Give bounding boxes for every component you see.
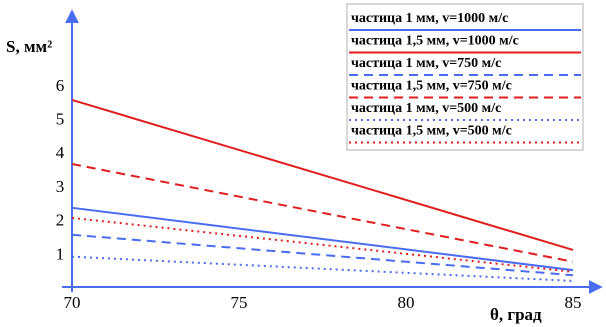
legend-label: частица 1 мм, v=1000 м/с [351,11,508,26]
series-line-6 [71,216,574,273]
x-tick-label: 85 [565,293,582,312]
x-tick-label: 75 [231,293,248,312]
x-tick-label: 70 [64,293,81,312]
legend: частица 1 мм, v=1000 м/с частица 1,5 мм, … [346,3,584,151]
y-tick-label: 5 [56,110,65,129]
series-line-3 [71,233,574,277]
legend-label: частица 1,5 мм, v=750 м/с [351,79,512,94]
x-tick-labels: 70 75 80 85 [64,293,582,312]
y-tick-label: 3 [56,177,65,196]
legend-box [346,3,584,151]
y-tick-label: 6 [56,76,65,95]
x-axis-label: θ, град [490,305,542,324]
y-tick-label: 1 [56,244,65,263]
y-tick-label: 2 [56,211,65,230]
y-axis-label: S, мм² [6,37,52,56]
series-line-1 [71,206,574,272]
legend-label: частица 1,5 мм, v=1000 м/с [351,34,519,49]
x-tick-label: 80 [398,293,415,312]
legend-label: частица 1 мм, v=500 м/с [351,101,501,116]
legend-label: частица 1 мм, v=750 м/с [351,56,501,71]
y-tick-label: 4 [56,143,65,162]
series-line-4 [71,163,574,263]
y-tick-labels: 1 2 3 4 5 6 [56,76,65,263]
series-line-2 [71,99,574,251]
legend-label: частица 1,5 мм, v=500 м/с [351,124,512,139]
series-layer [71,99,574,282]
